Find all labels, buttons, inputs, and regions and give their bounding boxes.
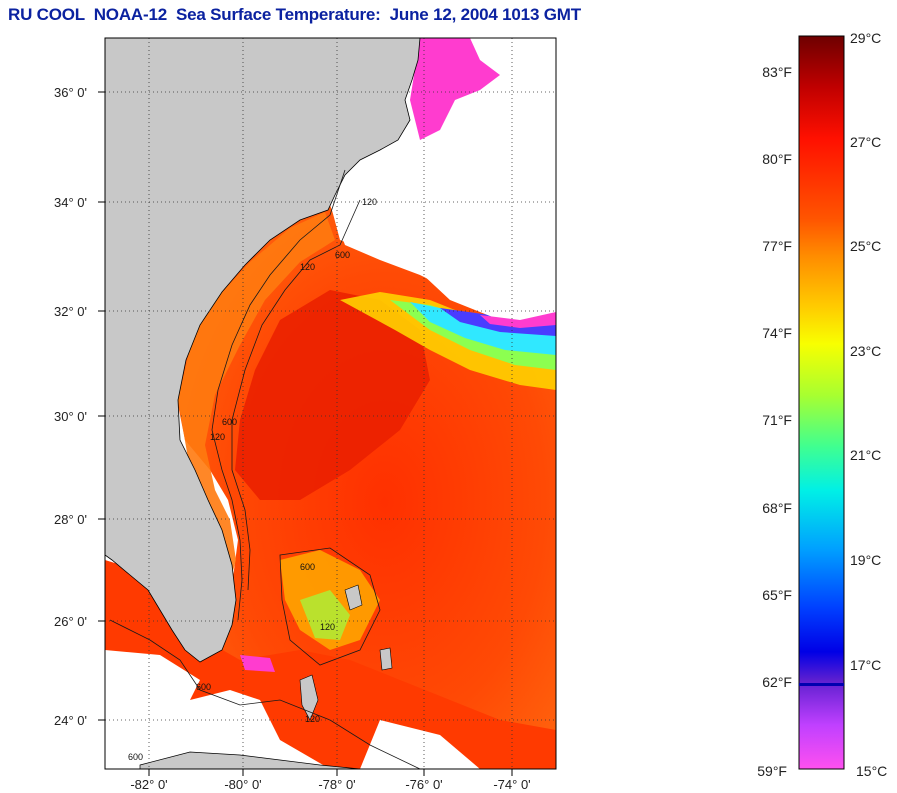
land-southeast-us bbox=[105, 38, 421, 663]
cloud-patch-south bbox=[105, 650, 330, 769]
colorbar-f-label: 83°F bbox=[762, 64, 792, 80]
colorbar-band bbox=[799, 683, 844, 686]
map-frame bbox=[104, 37, 557, 770]
colorbar-f-label: 65°F bbox=[762, 587, 792, 603]
colorbar-c-label: 23°C bbox=[850, 343, 881, 359]
colorbar-f-label: 74°F bbox=[762, 325, 792, 341]
lat-label: 32° 0' bbox=[54, 304, 87, 319]
lat-label: 36° 0' bbox=[54, 85, 87, 100]
lat-label: 34° 0' bbox=[54, 195, 87, 210]
lat-label: 28° 0' bbox=[54, 512, 87, 527]
contour-label: 120 bbox=[210, 432, 225, 442]
contour-label: 600 bbox=[300, 562, 315, 572]
lon-label: -74° 0' bbox=[493, 777, 530, 792]
contour-label: 600 bbox=[128, 752, 143, 762]
land-bahamas bbox=[299, 584, 393, 721]
colorbar bbox=[798, 35, 845, 770]
lon-label: -82° 0' bbox=[130, 777, 167, 792]
colorbar-c-label: 29°C bbox=[850, 30, 881, 46]
map-area: 120 600 120 600 120 600 120 600 120 600 bbox=[105, 38, 556, 769]
colorbar-c-label: 19°C bbox=[850, 552, 881, 568]
contour-label: 600 bbox=[222, 417, 237, 427]
colorbar-f-label: 80°F bbox=[762, 151, 792, 167]
isobath-bahamas bbox=[279, 547, 381, 666]
lon-ticks bbox=[148, 769, 513, 776]
lat-label: 26° 0' bbox=[54, 614, 87, 629]
colorbar-f-label: 71°F bbox=[762, 412, 792, 428]
colorbar-c-label: 25°C bbox=[850, 238, 881, 254]
contour-label: 600 bbox=[196, 682, 211, 692]
colorbar-f-label: 59°F bbox=[757, 763, 787, 779]
colorbar-f-label: 77°F bbox=[762, 238, 792, 254]
contour-label: 120 bbox=[320, 622, 335, 632]
cool-front bbox=[340, 292, 556, 390]
lon-label: -76° 0' bbox=[405, 777, 442, 792]
page-title: RU COOL NOAA-12 Sea Surface Temperature:… bbox=[8, 5, 581, 24]
contour-label: 120 bbox=[305, 714, 320, 724]
colorbar-f-label: 68°F bbox=[762, 500, 792, 516]
colorbar-c-label: 15°C bbox=[856, 763, 887, 779]
cold-pixels-e bbox=[480, 312, 556, 328]
cloud-patch-south-2 bbox=[360, 720, 480, 769]
contour-label: 600 bbox=[335, 250, 350, 260]
lat-label: 24° 0' bbox=[54, 713, 87, 728]
colorbar-c-label: 27°C bbox=[850, 134, 881, 150]
bahamas-banks-2 bbox=[300, 590, 350, 640]
lat-label: 30° 0' bbox=[54, 409, 87, 424]
lat-ticks bbox=[98, 91, 105, 721]
cold-pixels-ne bbox=[410, 38, 500, 140]
cool-front-cyan bbox=[410, 302, 556, 355]
colorbar-c-label: 21°C bbox=[850, 447, 881, 463]
contour-label: 120 bbox=[300, 262, 315, 272]
colorbar-f-label: 62°F bbox=[762, 674, 792, 690]
isobath-120 bbox=[211, 169, 346, 621]
colorbar-c-label: 17°C bbox=[850, 657, 881, 673]
lon-label: -78° 0' bbox=[318, 777, 355, 792]
cold-pixels-s bbox=[240, 655, 275, 672]
land-cuba bbox=[139, 751, 361, 769]
lon-label: -80° 0' bbox=[224, 777, 261, 792]
isobath-south bbox=[109, 619, 421, 769]
isobath-600 bbox=[231, 199, 361, 591]
gulf-stream-core bbox=[235, 290, 430, 500]
